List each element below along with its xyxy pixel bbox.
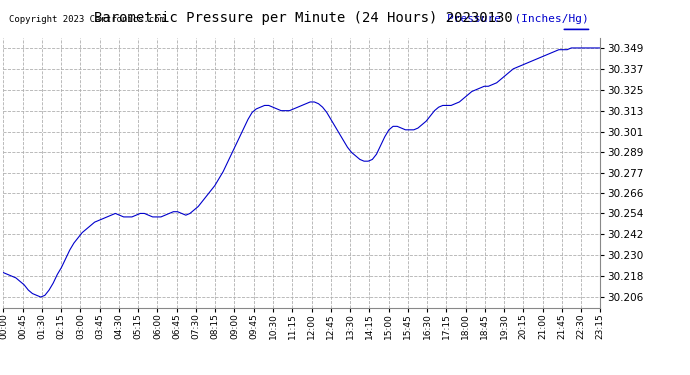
Text: Copyright 2023 Cartronics.com: Copyright 2023 Cartronics.com [10,15,166,24]
Text: Barometric Pressure per Minute (24 Hours) 20230130: Barometric Pressure per Minute (24 Hours… [95,11,513,25]
Text: Pressure  (Inches/Hg): Pressure (Inches/Hg) [446,14,589,24]
